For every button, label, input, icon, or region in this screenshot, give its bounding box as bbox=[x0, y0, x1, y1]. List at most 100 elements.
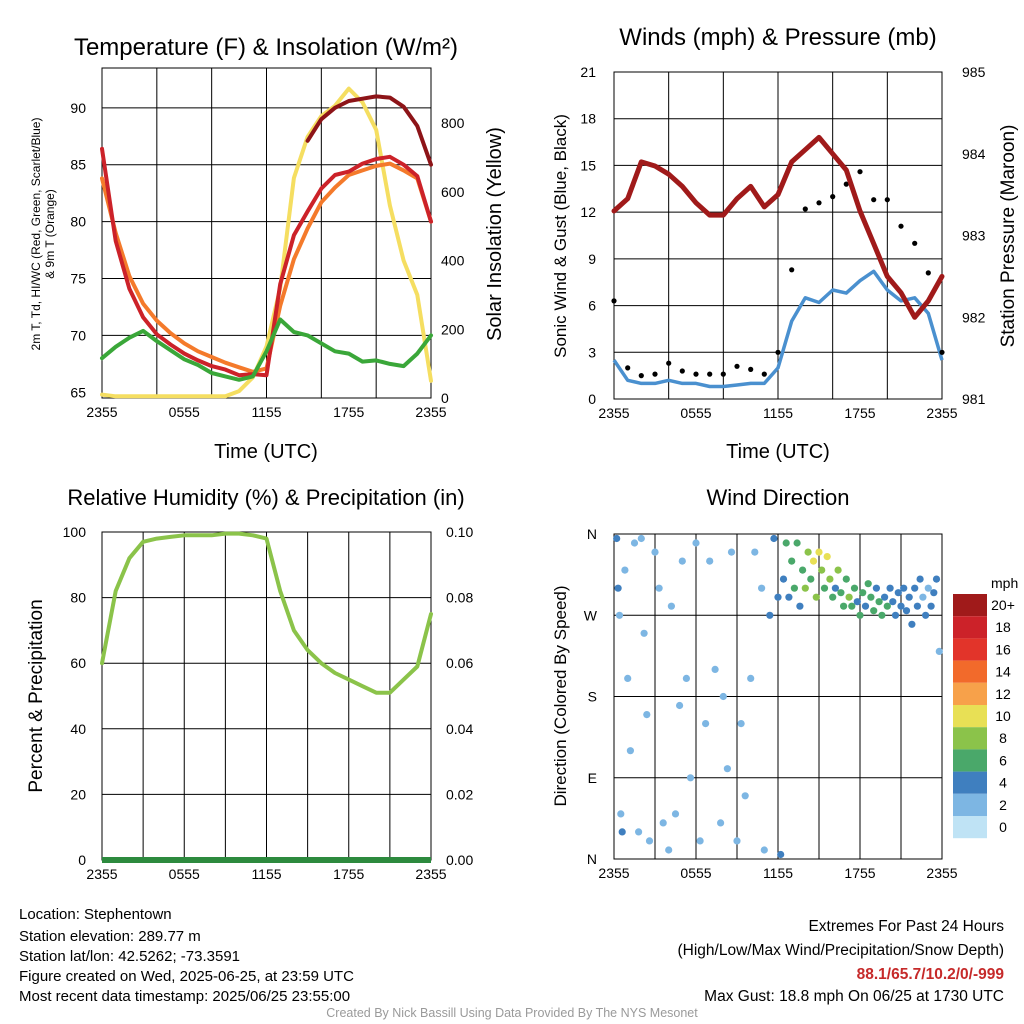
direction-point bbox=[812, 593, 820, 601]
legend-swatch bbox=[953, 749, 987, 772]
direction-point bbox=[665, 846, 673, 854]
legend-label: 0 bbox=[999, 819, 1007, 835]
panel2-y-tick: 3 bbox=[588, 344, 596, 360]
panel2-y2-tick: 985 bbox=[962, 64, 986, 80]
legend-swatch bbox=[953, 616, 987, 639]
panel1-x-tick: 0555 bbox=[169, 404, 200, 420]
direction-point bbox=[872, 584, 881, 592]
panel4-x-tick: 1155 bbox=[763, 865, 793, 881]
panel3-series bbox=[100, 531, 433, 863]
panel4-title: Wind Direction bbox=[706, 485, 849, 510]
panel2-y2-tick: 983 bbox=[962, 228, 986, 244]
direction-point bbox=[861, 602, 870, 610]
footer-elevation: Station elevation: 289.77 m bbox=[19, 928, 201, 945]
direction-point bbox=[842, 575, 850, 583]
panel4-y-tick: E bbox=[588, 770, 597, 786]
direction-point bbox=[886, 584, 894, 592]
legend-swatch bbox=[953, 638, 987, 661]
panel4-x-tick: 1755 bbox=[844, 865, 875, 881]
direction-point bbox=[927, 602, 935, 610]
legend-swatch bbox=[953, 682, 987, 705]
panel2-ylabel-right: Station Pressure (Maroon) bbox=[998, 125, 1019, 348]
panel2-y-tick: 6 bbox=[588, 298, 596, 314]
direction-point bbox=[717, 819, 725, 827]
gust-point bbox=[748, 366, 754, 372]
legend-swatch bbox=[953, 705, 987, 728]
direction-point bbox=[845, 593, 853, 601]
direction-point bbox=[621, 566, 629, 574]
legend-swatch bbox=[953, 793, 987, 816]
direction-point bbox=[655, 584, 663, 592]
panel1-y2-tick: 800 bbox=[441, 115, 465, 131]
series-sonic-wind bbox=[612, 269, 944, 389]
direction-point bbox=[790, 584, 799, 592]
panel2-y-tick: 9 bbox=[588, 251, 596, 267]
direction-point bbox=[613, 534, 621, 543]
footer-latlon: Station lat/lon: 42.5262; -73.3591 bbox=[19, 948, 241, 965]
extremes-title: Extremes For Past 24 Hours bbox=[808, 918, 1004, 935]
max-gust: Max Gust: 18.8 mph On 06/25 at 1730 UTC bbox=[704, 988, 1004, 1005]
panel2-xlabel: Time (UTC) bbox=[726, 441, 830, 463]
direction-point bbox=[883, 602, 891, 610]
direction-point bbox=[853, 598, 861, 606]
panel1-title: Temperature (F) & Insolation (W/m²) bbox=[74, 34, 458, 61]
panel1-x-tick: 2355 bbox=[415, 404, 446, 420]
legend-label: 10 bbox=[995, 708, 1011, 724]
panel4-y-tick: S bbox=[588, 689, 597, 705]
panel1-y2-tick: 0 bbox=[441, 390, 449, 406]
panel1-ylabel-left-line2: & 9m T (Orange) bbox=[43, 189, 57, 279]
direction-point bbox=[850, 584, 859, 592]
panel4-series bbox=[613, 534, 943, 859]
direction-point bbox=[840, 602, 848, 610]
legend-label: 2 bbox=[999, 797, 1007, 813]
gust-point bbox=[761, 371, 767, 377]
direction-point bbox=[894, 589, 902, 597]
direction-point bbox=[799, 566, 807, 574]
gust-point bbox=[843, 181, 849, 187]
direction-point bbox=[897, 602, 905, 610]
direction-point bbox=[624, 674, 632, 683]
direction-point bbox=[829, 593, 837, 601]
panel2-grid bbox=[614, 72, 942, 399]
direction-point bbox=[932, 575, 941, 583]
panel3-y-tick: 0 bbox=[78, 852, 86, 868]
legend-label: 16 bbox=[995, 641, 1011, 657]
panel1-ticks: 2355 0555 1155 1755 235565707580859002004006… bbox=[70, 100, 464, 420]
panel3-y2-tick: 0.08 bbox=[446, 590, 473, 606]
panel3-y2-tick: 0.10 bbox=[446, 524, 473, 540]
gust-point bbox=[898, 223, 904, 229]
direction-point bbox=[935, 647, 943, 656]
panel3-y-tick: 80 bbox=[70, 590, 86, 606]
direction-point bbox=[913, 602, 922, 610]
direction-point bbox=[747, 674, 755, 683]
gust-point bbox=[638, 373, 644, 379]
direction-point bbox=[692, 539, 700, 547]
direction-point bbox=[751, 548, 759, 556]
gust-point bbox=[734, 363, 740, 369]
direction-point bbox=[626, 747, 635, 755]
panel4-ylabel-left: Direction (Colored By Speed) bbox=[551, 585, 570, 806]
panel3-grid bbox=[102, 532, 431, 860]
direction-point bbox=[807, 575, 815, 583]
direction-point bbox=[796, 602, 804, 610]
direction-point bbox=[848, 602, 856, 610]
panel3-y-tick: 20 bbox=[70, 786, 86, 802]
panel3-y2-tick: 0.04 bbox=[446, 721, 473, 737]
gust-point bbox=[871, 197, 877, 203]
direction-point bbox=[911, 584, 919, 592]
direction-point bbox=[676, 701, 684, 710]
direction-point bbox=[643, 711, 651, 719]
panel2-x-tick: 1155 bbox=[763, 405, 793, 421]
panel2-series bbox=[611, 134, 945, 389]
direction-point bbox=[706, 557, 714, 565]
gust-point bbox=[884, 197, 890, 203]
direction-point bbox=[878, 611, 886, 619]
series-heat-index bbox=[305, 94, 433, 167]
panel4-x-tick: 2355 bbox=[598, 865, 629, 881]
panel4-x-tick: 0555 bbox=[680, 865, 711, 881]
footer-created: Figure created on Wed, 2025-06-25, at 23… bbox=[19, 968, 354, 985]
direction-point bbox=[723, 765, 732, 773]
panel3-y-tick: 100 bbox=[63, 524, 87, 540]
direction-point bbox=[618, 828, 626, 836]
direction-point bbox=[867, 593, 875, 601]
